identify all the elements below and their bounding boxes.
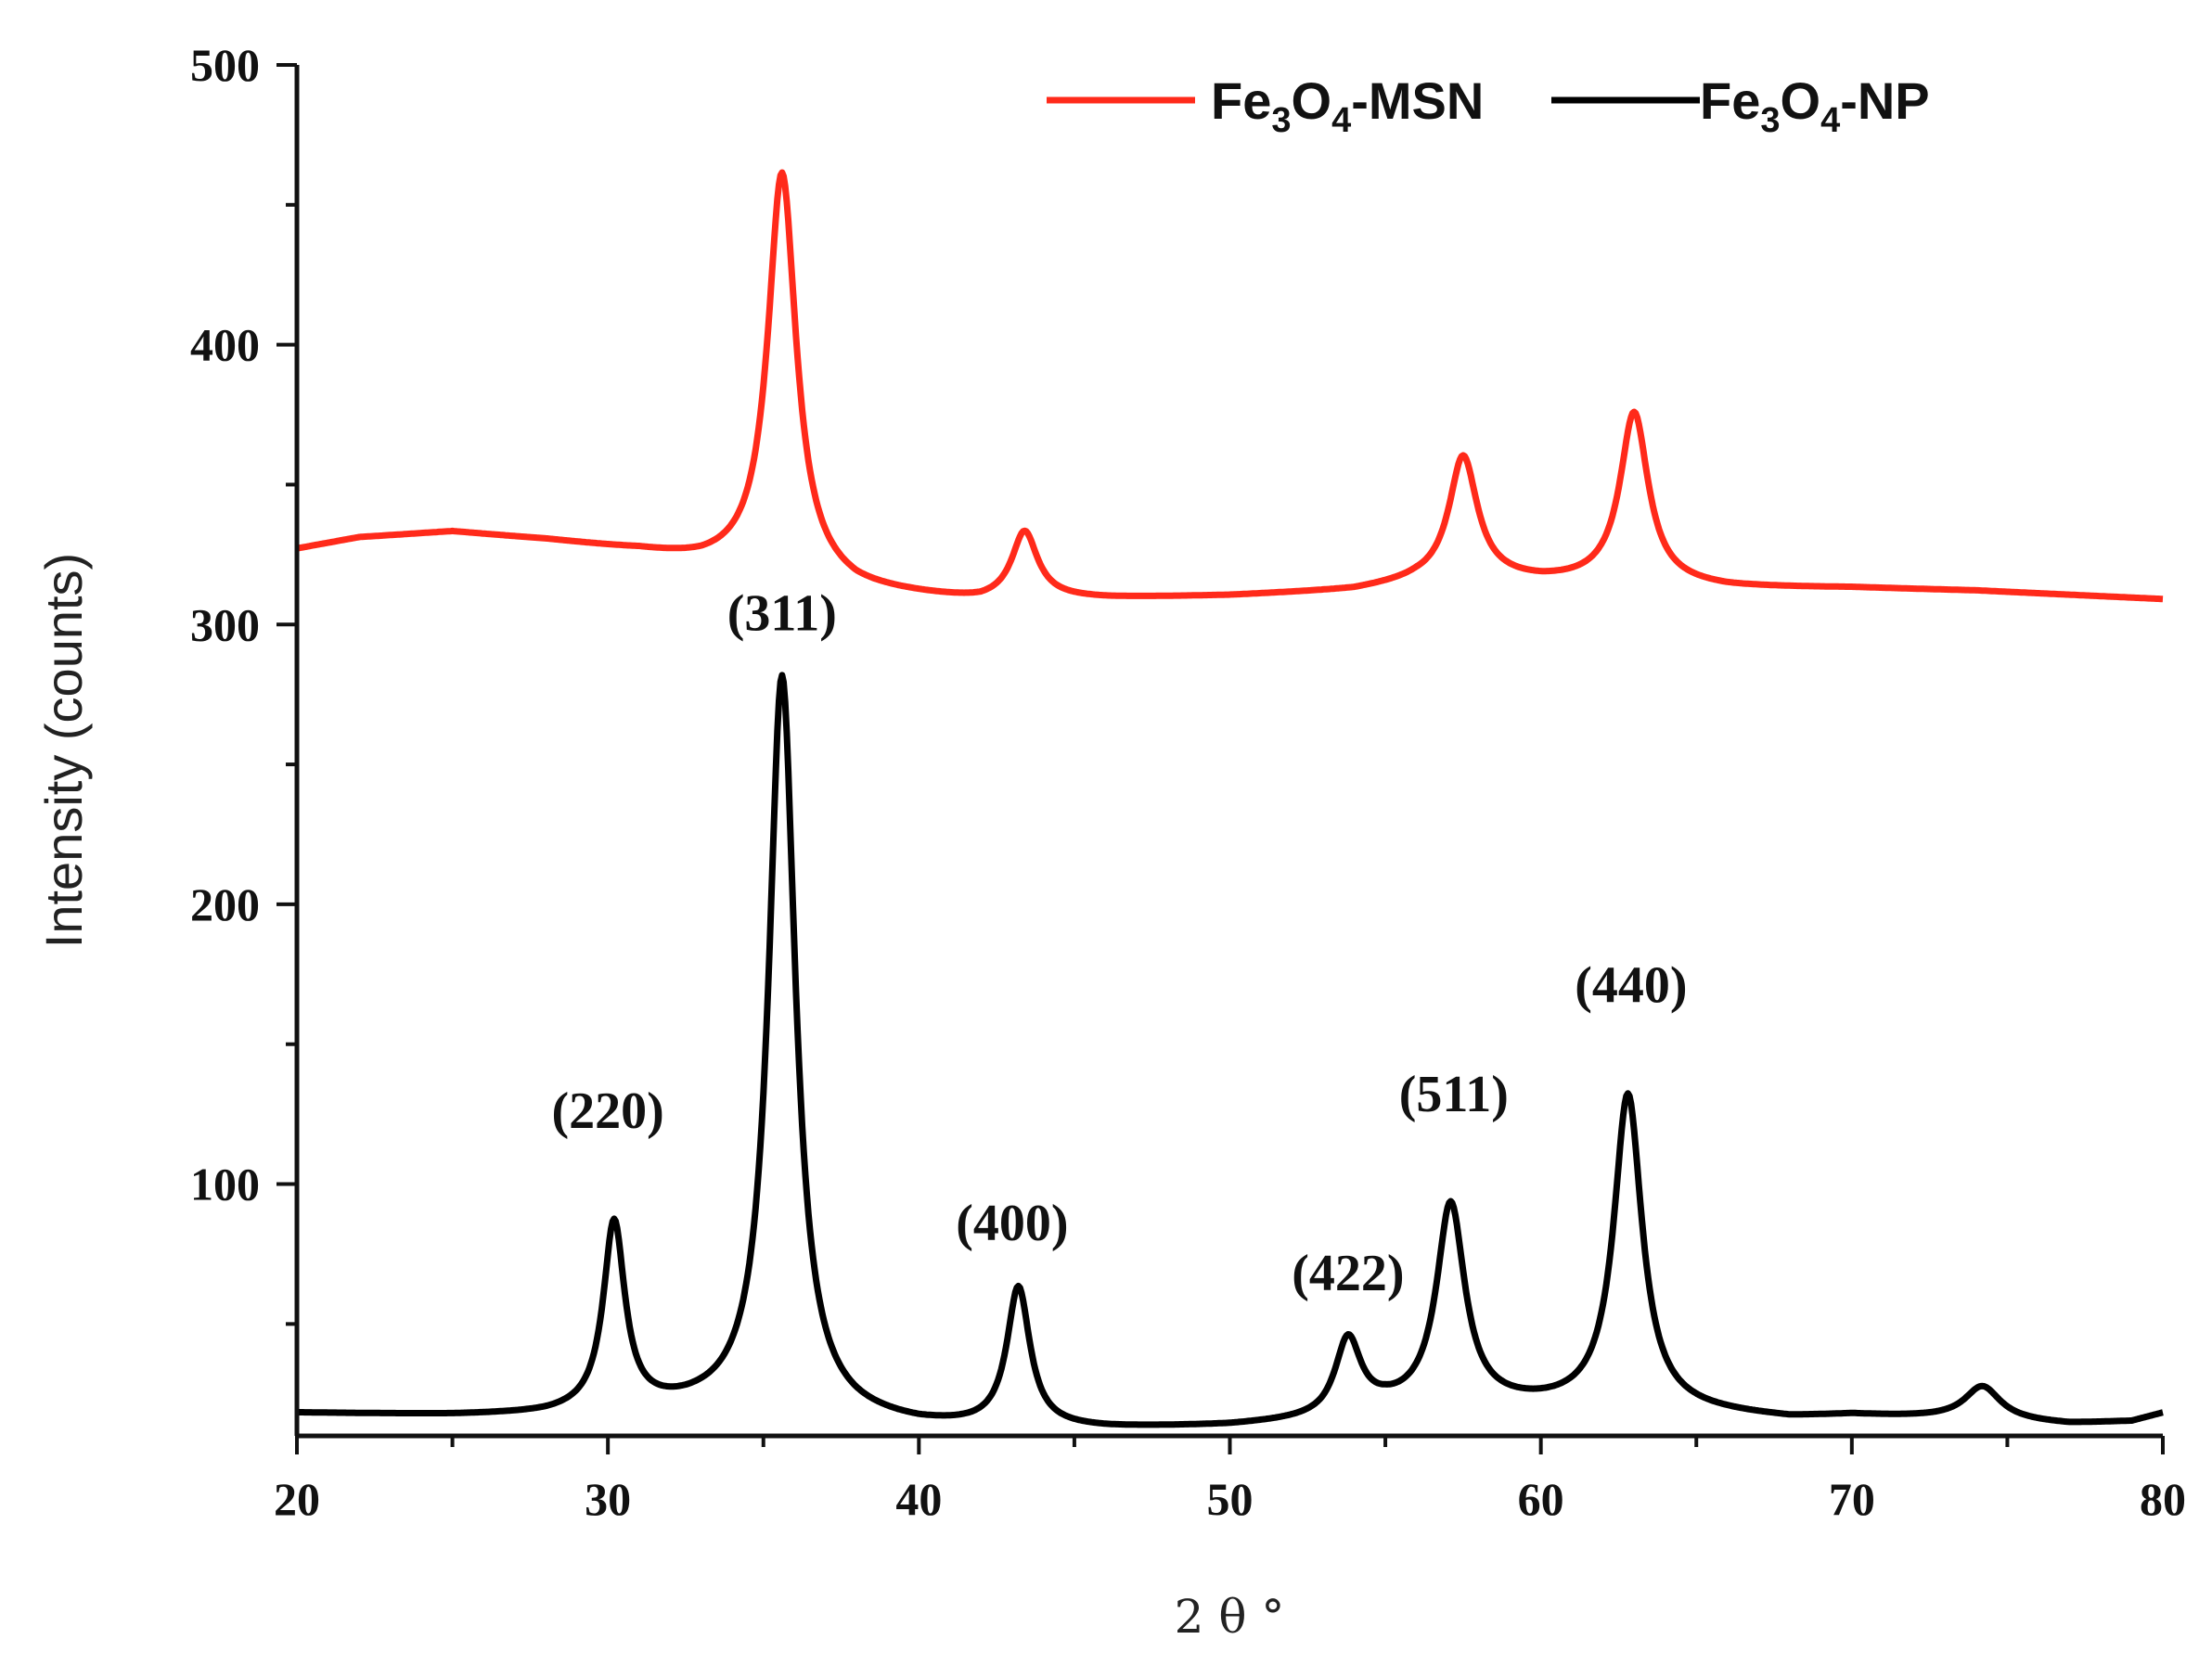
peak-annotations: (220) (311) (400) (422) (511) (440)	[552, 584, 1688, 1302]
axes	[294, 65, 2163, 1439]
x-tick-label: 70	[1829, 1473, 1875, 1525]
peak-label: (422)	[1292, 1245, 1404, 1302]
y-tick-label: 400	[190, 319, 260, 371]
series-line-fe3o4-msn	[295, 169, 2165, 603]
legend: Fe3O4-MSN Fe3O4-NP	[1047, 71, 1930, 140]
peak-label: (511)	[1399, 1066, 1509, 1123]
y-tick-label: 300	[190, 598, 260, 650]
y-tick-label: 200	[190, 878, 260, 930]
peak-label: (311)	[727, 584, 837, 642]
legend-label: Fe3O4-NP	[1700, 71, 1930, 140]
peak-label: (220)	[552, 1082, 664, 1140]
ticks: 20 30 40 50 60 70 80 100 200 300 400 500	[190, 39, 2186, 1525]
y-axis-title: Intensity (counts)	[34, 553, 93, 948]
x-axis-title: 2 θ °	[1175, 1590, 1285, 1644]
x-tick-label: 30	[585, 1473, 631, 1525]
plot-area	[295, 169, 2165, 1428]
peak-label: (440)	[1575, 956, 1687, 1014]
x-tick-label: 60	[1518, 1473, 1564, 1525]
x-tick-label: 80	[2140, 1473, 2186, 1525]
legend-label: Fe3O4-MSN	[1211, 71, 1484, 140]
peak-label: (400)	[956, 1195, 1068, 1252]
x-tick-label: 50	[1207, 1473, 1254, 1525]
x-tick-label: 20	[274, 1473, 320, 1525]
x-tick-label: 40	[895, 1473, 942, 1525]
y-tick-label: 500	[190, 39, 260, 91]
y-tick-label: 100	[190, 1159, 260, 1210]
series-line-fe3o4-np	[295, 672, 2165, 1428]
